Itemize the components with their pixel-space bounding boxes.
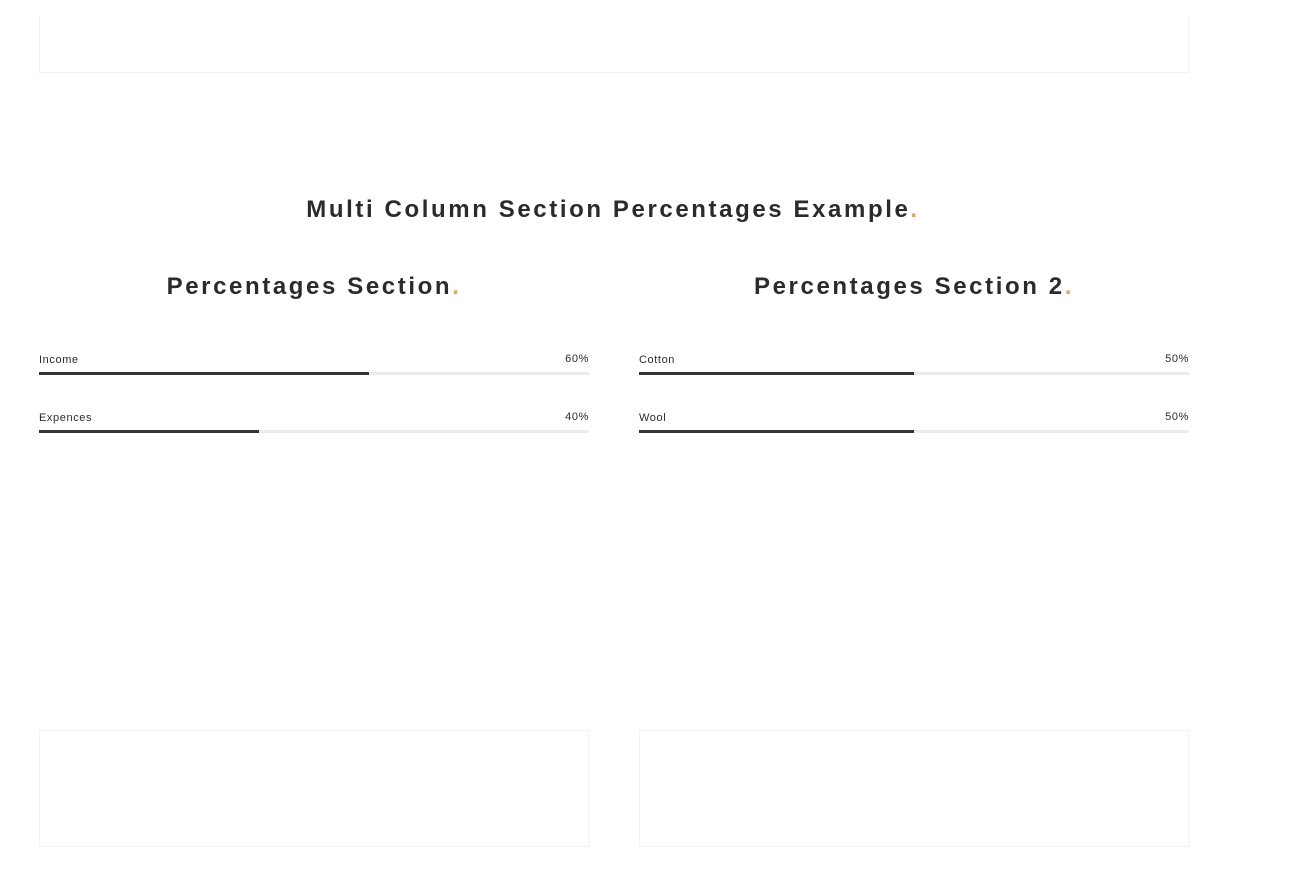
progress-bar-fill bbox=[39, 372, 369, 375]
bottom-content-frame-left bbox=[39, 730, 589, 847]
progress-bar-track bbox=[639, 430, 1189, 433]
progress-bar-income: Income 60% bbox=[39, 348, 589, 406]
section-title: Percentages Section. bbox=[166, 273, 462, 300]
title-accent-dot: . bbox=[910, 196, 920, 223]
percentages-section-1: Percentages Section. Income 60% Expences… bbox=[39, 270, 589, 464]
percentages-section-2: Percentages Section 2. Cotton 50% Wool 5… bbox=[639, 270, 1189, 464]
section-accent-dot: . bbox=[1064, 273, 1074, 300]
progress-bar-list: Income 60% Expences 40% bbox=[39, 348, 589, 464]
page-title: Multi Column Section Percentages Example… bbox=[306, 196, 920, 223]
progress-bar-expences: Expences 40% bbox=[39, 406, 589, 464]
progress-bar-track bbox=[39, 430, 589, 433]
progress-bar-label: Expences bbox=[39, 412, 93, 424]
progress-bar-track bbox=[39, 372, 589, 375]
section-title: Percentages Section 2. bbox=[754, 273, 1074, 300]
bottom-content-frame-right bbox=[639, 730, 1189, 847]
progress-bar-label: Cotton bbox=[639, 354, 676, 366]
progress-bar-value: 50% bbox=[1165, 411, 1189, 423]
progress-bar-fill bbox=[639, 372, 914, 375]
progress-bar-list: Cotton 50% Wool 50% bbox=[639, 348, 1189, 464]
progress-bar-value: 40% bbox=[565, 411, 589, 423]
top-content-frame bbox=[39, 16, 1189, 73]
progress-bar-wool: Wool 50% bbox=[639, 406, 1189, 464]
progress-bar-value: 60% bbox=[565, 353, 589, 365]
progress-bar-track bbox=[639, 372, 1189, 375]
progress-bar-cotton: Cotton 50% bbox=[639, 348, 1189, 406]
progress-bar-value: 50% bbox=[1165, 353, 1189, 365]
progress-bar-fill bbox=[39, 430, 259, 433]
section-accent-dot: . bbox=[452, 273, 462, 300]
progress-bar-fill bbox=[639, 430, 914, 433]
progress-bar-label: Wool bbox=[639, 412, 667, 424]
progress-bar-label: Income bbox=[39, 354, 79, 366]
